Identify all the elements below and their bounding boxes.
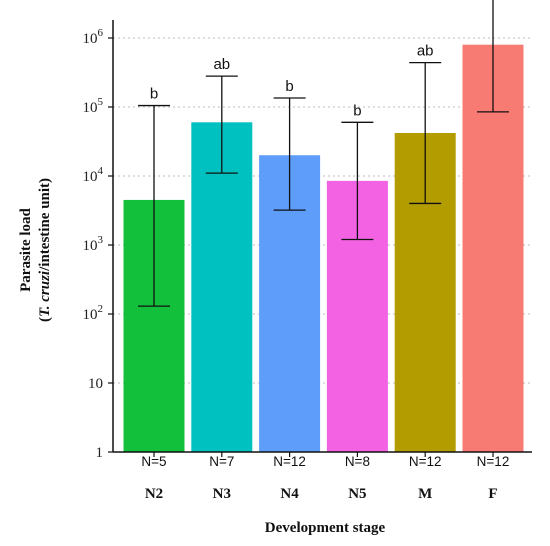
significance-label: b: [353, 102, 361, 119]
x-tick-label: M: [418, 486, 432, 502]
x-tick-label: N3: [213, 486, 231, 502]
y-axis: 110102103104105106107: [83, 20, 532, 461]
x-tick-label: F: [488, 486, 497, 502]
y-axis-title-line1: Parasite load: [18, 207, 34, 291]
y-tick-label: 105: [83, 96, 104, 116]
bar-n3: [191, 122, 253, 453]
y-tick-label: 106: [83, 27, 104, 47]
bar-f: [462, 44, 524, 452]
sample-size-label: N=7: [209, 454, 234, 469]
y-axis-title-unit: /intestine unit): [37, 178, 53, 272]
x-tick-label: N5: [348, 486, 366, 502]
significance-label: ab: [213, 56, 230, 73]
y-tick-label: 10: [88, 376, 103, 392]
significance-label: b: [150, 86, 158, 103]
sample-size-label: N=5: [141, 454, 166, 469]
y-axis-title-line2: (T. cruzi/intestine unit): [37, 178, 53, 322]
y-axis-title: Parasite load (T. cruzi/intestine unit): [18, 178, 53, 322]
y-tick-label: 102: [83, 303, 104, 323]
sample-size-label: N=12: [273, 454, 306, 469]
sample-size-label: N=8: [345, 454, 370, 469]
significance-label: ab: [417, 43, 434, 60]
sample-size-label: N=12: [409, 454, 442, 469]
x-tick-label: N2: [145, 486, 163, 502]
sample-size-label: N=12: [477, 454, 510, 469]
y-tick-label: 104: [83, 165, 104, 185]
error-bars: [138, 0, 509, 307]
bars: [123, 44, 524, 453]
y-tick-label: 1: [96, 445, 104, 461]
y-axis-title-species: T. cruzi: [37, 270, 53, 317]
x-tick-label: N4: [280, 486, 299, 502]
y-tick-label: 103: [83, 234, 104, 254]
x-axis-title: Development stage: [265, 520, 386, 536]
significance-label: b: [285, 78, 293, 95]
